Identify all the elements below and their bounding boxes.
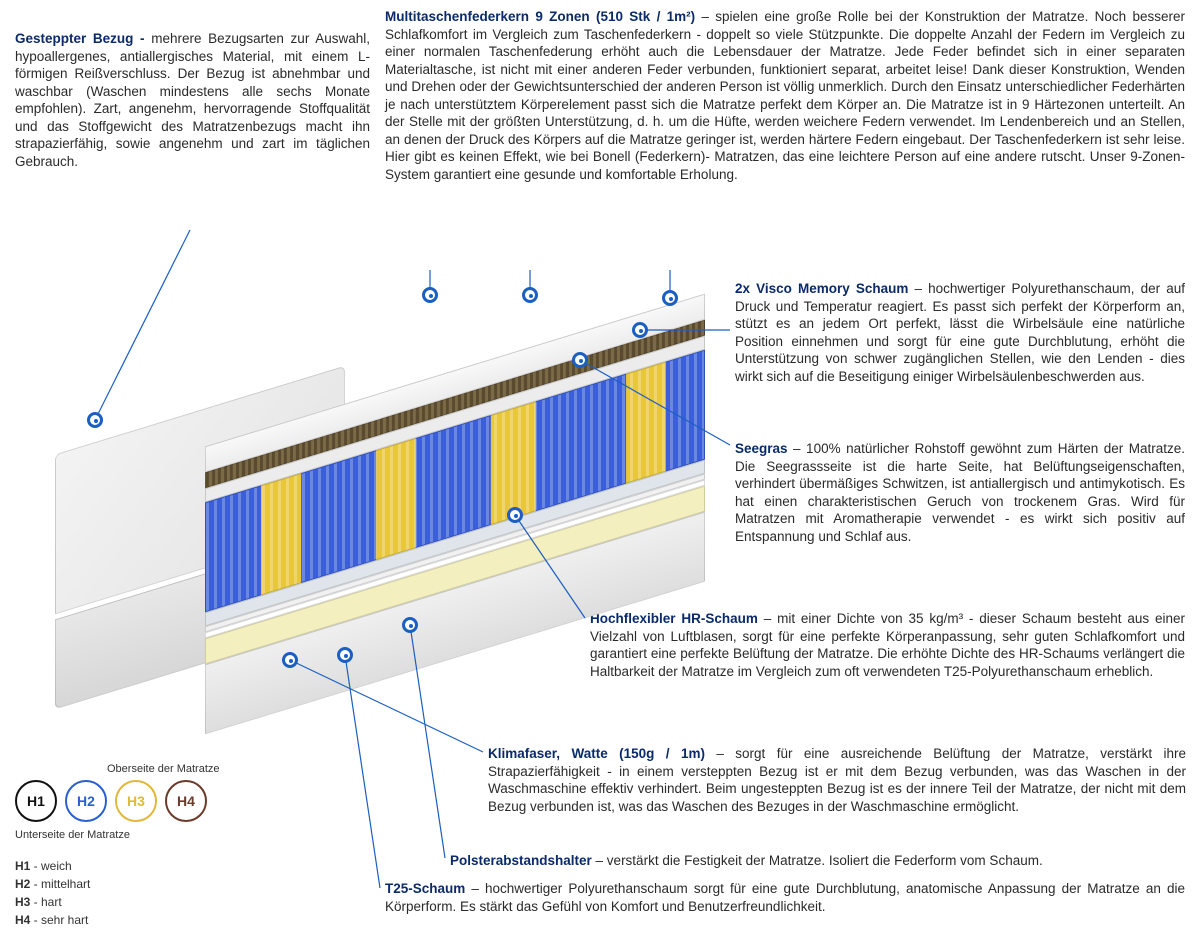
section-t25-text: – hochwertiger Polyurethanschaum sorgt f… — [385, 881, 1185, 914]
hardness-circle-h3: H3 — [115, 780, 157, 822]
legend-top-label: Oberseite der Matratze — [107, 762, 275, 776]
callout-dot-springs2 — [522, 287, 538, 303]
legend-list: H1 - weichH2 - mittelhartH3 - hartH4 - s… — [15, 857, 275, 929]
callout-dot-polster — [402, 617, 418, 633]
section-seegras-text: – 100% natürlicher Rohstoff gewöhnt zum … — [735, 441, 1185, 544]
hardness-item-h1: H1 - weich — [15, 857, 275, 875]
hardness-circle-h4: H4 — [165, 780, 207, 822]
callout-dot-visco — [632, 322, 648, 338]
callout-dot-klima — [282, 652, 298, 668]
section-seegras-title: Seegras — [735, 441, 793, 456]
hardness-circle-h2: H2 — [65, 780, 107, 822]
legend-circles: H1H2H3H4 — [15, 780, 275, 822]
section-t25: T25-Schaum – hochwertiger Polyurethansch… — [385, 880, 1185, 915]
mattress-illustration — [55, 290, 705, 710]
callout-dot-t25 — [337, 647, 353, 663]
section-polster-text: – verstärkt die Festigkeit der Matratze.… — [596, 853, 1043, 868]
section-cover-title: Gesteppter Bezug - — [15, 31, 151, 46]
section-springs-title: Multitaschenfederkern 9 Zonen (510 Stk /… — [385, 9, 701, 24]
callout-dot-seegras — [572, 352, 588, 368]
section-cover: Gesteppter Bezug - mehrere Bezugsarten z… — [15, 30, 370, 170]
section-klima-title: Klimafaser, Watte (150g / 1m) — [488, 746, 716, 761]
section-polster-title: Polsterabstandshalter — [450, 853, 596, 868]
callout-dot-hr — [507, 507, 523, 523]
section-springs: Multitaschenfederkern 9 Zonen (510 Stk /… — [385, 8, 1185, 183]
legend-bottom-label: Unterseite der Matratze — [15, 828, 275, 842]
mattress-cutaway — [205, 330, 715, 660]
callout-dot-springs3 — [662, 290, 678, 306]
section-visco: 2x Visco Memory Schaum – hochwertiger Po… — [735, 280, 1185, 385]
callout-dot-springs1 — [422, 287, 438, 303]
section-visco-text: – hochwertiger Polyurethanschaum, der au… — [735, 281, 1185, 384]
section-springs-text: – spielen eine große Rolle bei der Konst… — [385, 9, 1185, 182]
section-cover-text: mehrere Bezugsarten zur Auswahl, hypoall… — [15, 31, 370, 169]
section-visco-title: 2x Visco Memory Schaum — [735, 281, 914, 296]
hardness-item-h3: H3 - hart — [15, 893, 275, 911]
section-klima: Klimafaser, Watte (150g / 1m) – sorgt fü… — [488, 745, 1186, 815]
hardness-circle-h1: H1 — [15, 780, 57, 822]
hardness-legend: Oberseite der Matratze H1H2H3H4 Untersei… — [15, 762, 275, 929]
hardness-item-h2: H2 - mittelhart — [15, 875, 275, 893]
hardness-item-h4: H4 - sehr hart — [15, 911, 275, 929]
section-polster: Polsterabstandshalter – verstärkt die Fe… — [450, 852, 1190, 870]
section-t25-title: T25-Schaum — [385, 881, 471, 896]
mattress-diagram — [15, 280, 735, 730]
section-seegras: Seegras – 100% natürlicher Rohstoff gewö… — [735, 440, 1185, 545]
callout-dot-cover — [87, 412, 103, 428]
